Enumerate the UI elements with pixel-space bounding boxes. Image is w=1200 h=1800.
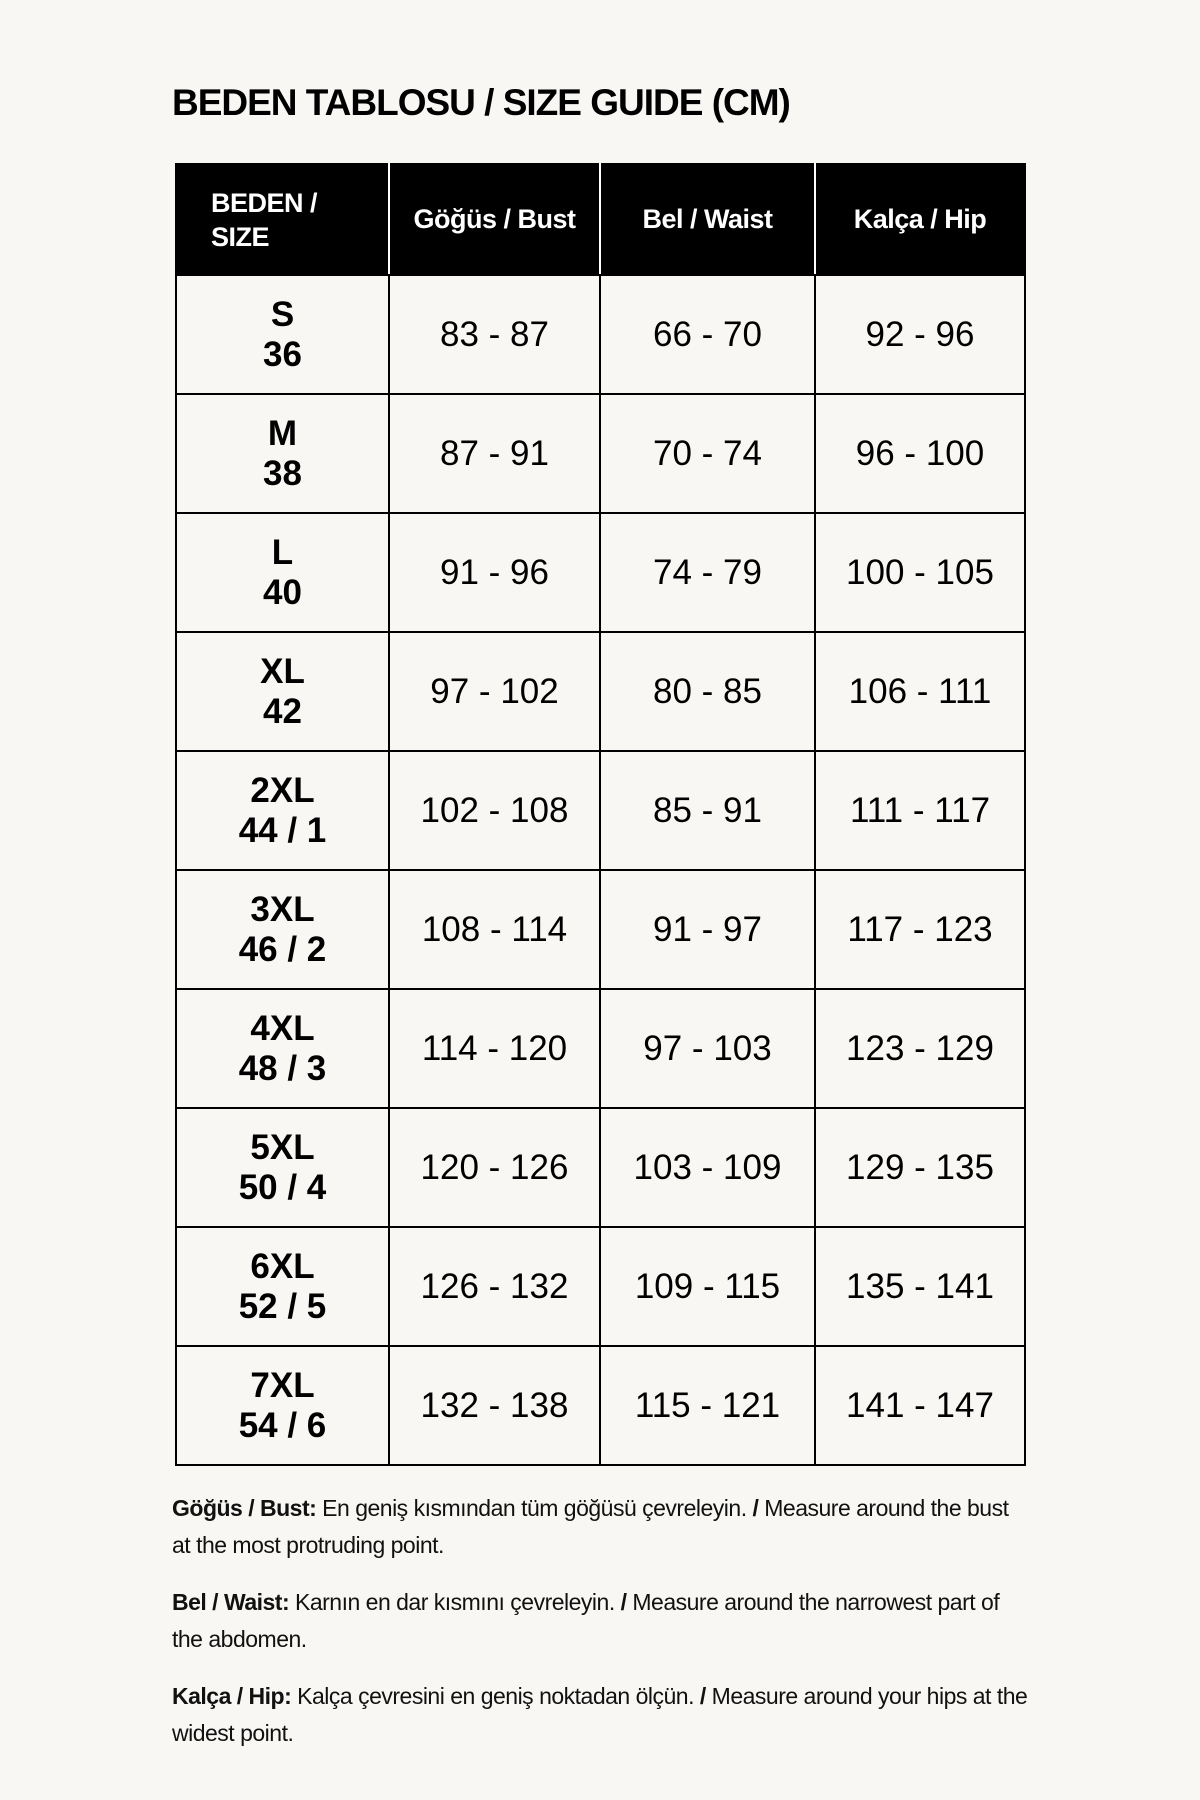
header-waist: Bel / Waist	[599, 163, 816, 276]
size-cell: 5XL 50 / 4	[175, 1107, 390, 1228]
page-title: BEDEN TABLOSU / SIZE GUIDE (CM)	[172, 82, 791, 123]
waist-cell: 80 - 85	[599, 631, 816, 752]
waist-cell: 109 - 115	[599, 1226, 816, 1347]
size-cell: 2XL 44 / 1	[175, 750, 390, 871]
size-number: 54 / 6	[238, 1405, 327, 1445]
table-row: 2XL 44 / 1 102 - 108 85 - 91 111 - 117	[175, 750, 1026, 871]
waist-cell: 91 - 97	[599, 869, 816, 990]
hip-cell: 129 - 135	[814, 1107, 1026, 1228]
size-number: 52 / 5	[238, 1286, 327, 1326]
bust-cell: 108 - 114	[388, 869, 601, 990]
bust-cell: 87 - 91	[388, 393, 601, 514]
note-paragraph: Bel / Waist: Karnın en dar kısmını çevre…	[172, 1584, 1032, 1658]
size-number: 50 / 4	[238, 1167, 327, 1207]
size-letter: 2XL	[250, 770, 315, 810]
size-letter: M	[267, 413, 298, 453]
table-row: 6XL 52 / 5 126 - 132 109 - 115 135 - 141	[175, 1226, 1026, 1347]
size-cell: 3XL 46 / 2	[175, 869, 390, 990]
bust-cell: 132 - 138	[388, 1345, 601, 1466]
size-number: 42	[263, 691, 302, 731]
table-row: 4XL 48 / 3 114 - 120 97 - 103 123 - 129	[175, 988, 1026, 1109]
table-row: 5XL 50 / 4 120 - 126 103 - 109 129 - 135	[175, 1107, 1026, 1228]
note-en: Measure around your hips at the widest p…	[172, 1683, 1028, 1746]
note-paragraph: Kalça / Hip: Kalça çevresini en geniş no…	[172, 1678, 1032, 1752]
size-number: 36	[263, 334, 302, 374]
table-row: XL 42 97 - 102 80 - 85 106 - 111	[175, 631, 1026, 752]
measurement-notes: Göğüs / Bust: En geniş kısmından tüm göğ…	[172, 1490, 1032, 1772]
table-row: 3XL 46 / 2 108 - 114 91 - 97 117 - 123	[175, 869, 1026, 990]
table-row: 7XL 54 / 6 132 - 138 115 - 121 141 - 147	[175, 1345, 1026, 1466]
hip-cell: 92 - 96	[814, 274, 1026, 395]
note-en: Measure around the narrowest part of the…	[172, 1589, 1000, 1652]
size-cell: M 38	[175, 393, 390, 514]
size-letter: 3XL	[250, 889, 315, 929]
note-label: Bel / Waist:	[172, 1589, 290, 1615]
bust-cell: 114 - 120	[388, 988, 601, 1109]
hip-cell: 123 - 129	[814, 988, 1026, 1109]
header-hip: Kalça / Hip	[814, 163, 1026, 276]
size-letter: 7XL	[250, 1365, 315, 1405]
waist-cell: 115 - 121	[599, 1345, 816, 1466]
hip-cell: 135 - 141	[814, 1226, 1026, 1347]
note-tr: Kalça çevresini en geniş noktadan ölçün.	[291, 1683, 700, 1709]
waist-cell: 66 - 70	[599, 274, 816, 395]
bust-cell: 126 - 132	[388, 1226, 601, 1347]
size-letter: XL	[260, 651, 305, 691]
header-size: BEDEN / SIZE	[175, 163, 390, 276]
bust-cell: 120 - 126	[388, 1107, 601, 1228]
note-tr: Karnın en dar kısmını çevreleyin.	[289, 1589, 621, 1615]
note-tr: En geniş kısmından tüm göğüsü çevreleyin…	[316, 1495, 753, 1521]
note-en: Measure around the bust at the most prot…	[172, 1495, 1009, 1558]
size-letter: L	[271, 532, 294, 572]
note-separator: /	[620, 1589, 627, 1615]
hip-cell: 106 - 111	[814, 631, 1026, 752]
bust-cell: 83 - 87	[388, 274, 601, 395]
bust-cell: 102 - 108	[388, 750, 601, 871]
hip-cell: 117 - 123	[814, 869, 1026, 990]
hip-cell: 141 - 147	[814, 1345, 1026, 1466]
hip-cell: 96 - 100	[814, 393, 1026, 514]
waist-cell: 70 - 74	[599, 393, 816, 514]
waist-cell: 74 - 79	[599, 512, 816, 633]
note-separator: /	[699, 1683, 706, 1709]
note-separator: /	[752, 1495, 759, 1521]
header-size-line2: SIZE	[211, 221, 270, 252]
hip-cell: 100 - 105	[814, 512, 1026, 633]
size-letter: S	[270, 294, 295, 334]
size-number: 44 / 1	[238, 810, 327, 850]
waist-cell: 85 - 91	[599, 750, 816, 871]
table-header-row: BEDEN / SIZE Göğüs / Bust Bel / Waist Kal…	[175, 163, 1026, 276]
header-bust: Göğüs / Bust	[388, 163, 601, 276]
size-number: 40	[263, 572, 302, 612]
note-label: Göğüs / Bust:	[172, 1495, 317, 1521]
size-number: 48 / 3	[238, 1048, 327, 1088]
hip-cell: 111 - 117	[814, 750, 1026, 871]
note-paragraph: Göğüs / Bust: En geniş kısmından tüm göğ…	[172, 1490, 1032, 1564]
bust-cell: 91 - 96	[388, 512, 601, 633]
size-cell: XL 42	[175, 631, 390, 752]
header-size-line1: BEDEN /	[211, 187, 318, 218]
bust-cell: 97 - 102	[388, 631, 601, 752]
size-letter: 6XL	[250, 1246, 315, 1286]
size-cell: S 36	[175, 274, 390, 395]
table-row: M 38 87 - 91 70 - 74 96 - 100	[175, 393, 1026, 514]
table-row: L 40 91 - 96 74 - 79 100 - 105	[175, 512, 1026, 633]
size-letter: 4XL	[250, 1008, 315, 1048]
table-row: S 36 83 - 87 66 - 70 92 - 96	[175, 274, 1026, 395]
size-guide-table: BEDEN / SIZE Göğüs / Bust Bel / Waist Kal…	[175, 163, 1026, 1466]
size-cell: L 40	[175, 512, 390, 633]
size-cell: 6XL 52 / 5	[175, 1226, 390, 1347]
size-cell: 4XL 48 / 3	[175, 988, 390, 1109]
size-letter: 5XL	[250, 1127, 315, 1167]
size-cell: 7XL 54 / 6	[175, 1345, 390, 1466]
size-number: 38	[263, 453, 302, 493]
size-number: 46 / 2	[238, 929, 327, 969]
waist-cell: 97 - 103	[599, 988, 816, 1109]
waist-cell: 103 - 109	[599, 1107, 816, 1228]
note-label: Kalça / Hip:	[172, 1683, 292, 1709]
